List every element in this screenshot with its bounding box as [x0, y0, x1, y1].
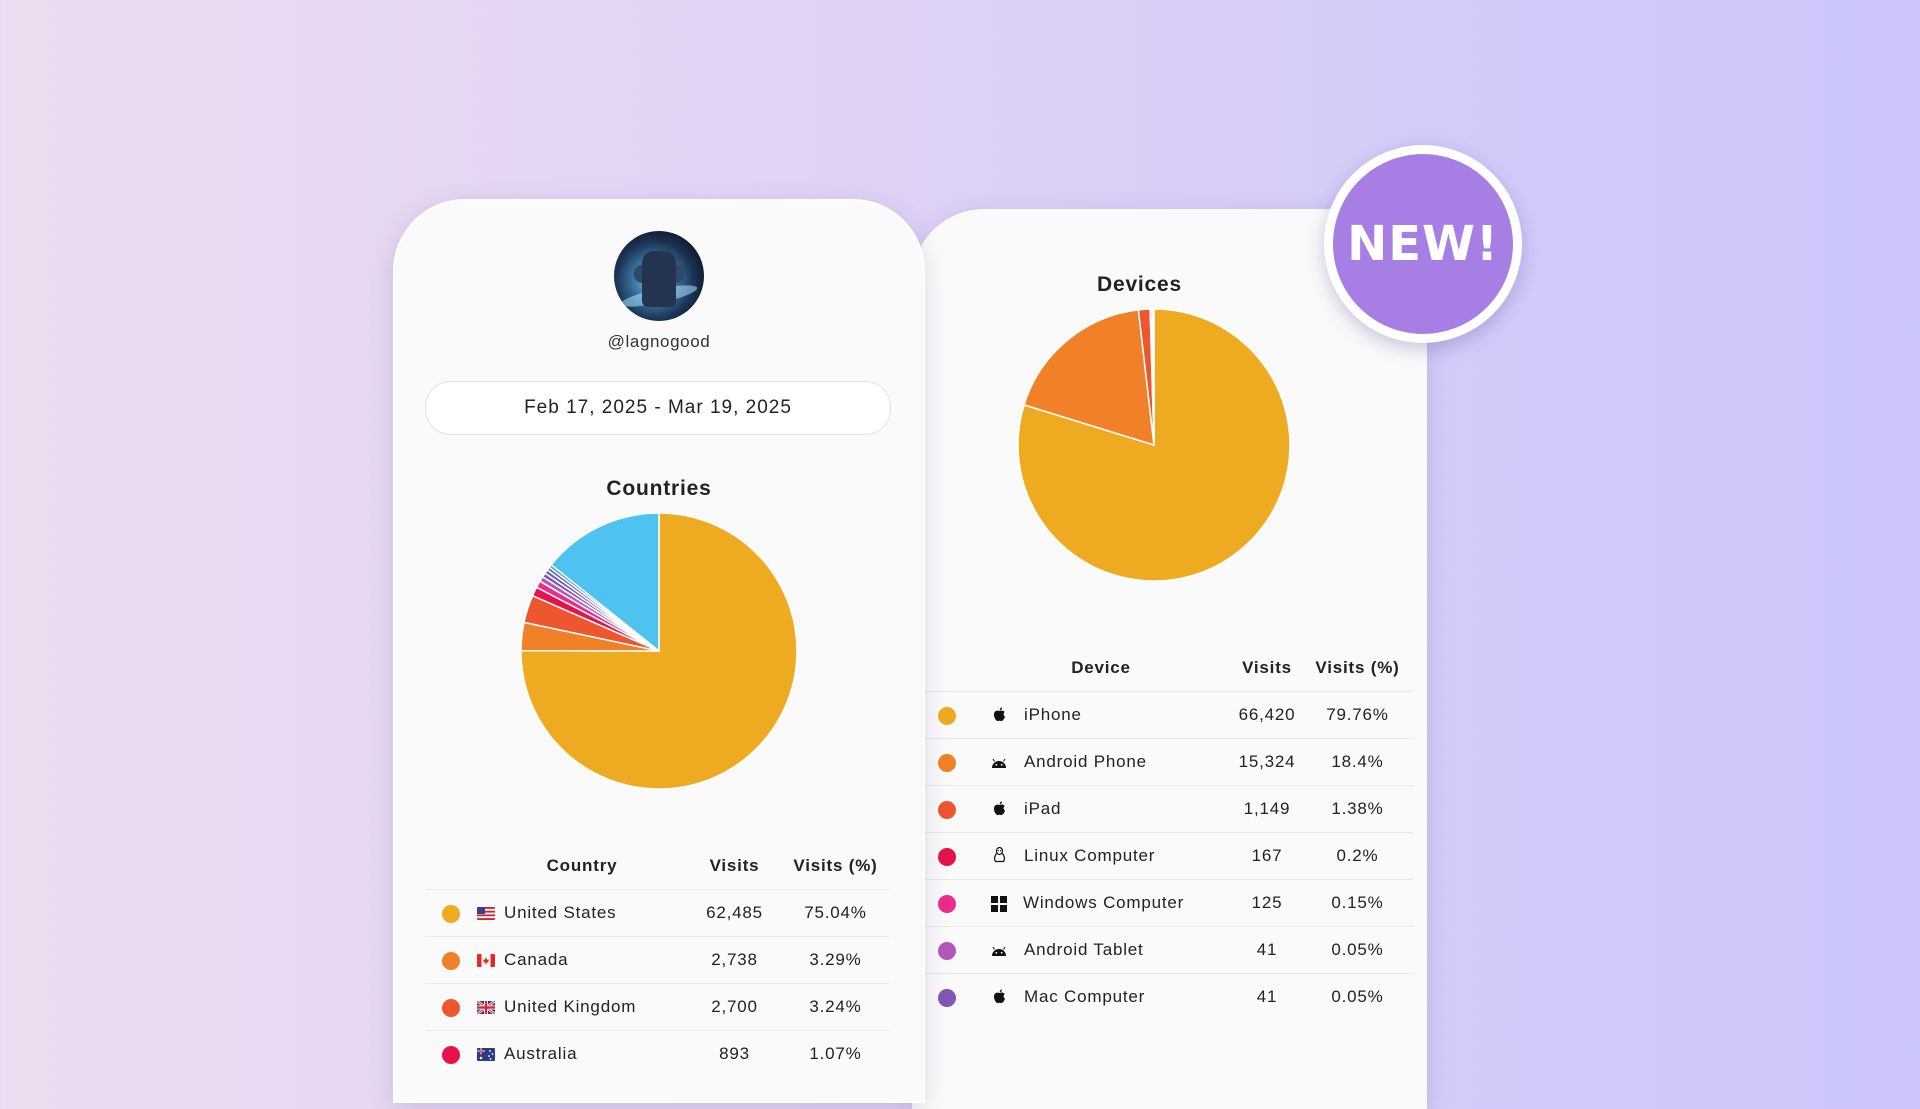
legend-dot: [442, 952, 460, 970]
visits-value: 125: [1232, 880, 1302, 927]
visits-value: 2,700: [687, 984, 782, 1031]
android-icon: [990, 755, 1008, 771]
visits-percent-value: 0.05%: [1302, 927, 1413, 974]
australia-flag-icon: [477, 1048, 495, 1061]
visits-value: 66,420: [1232, 692, 1302, 739]
legend-dot: [442, 905, 460, 923]
device-name: Android Tablet: [1024, 940, 1144, 959]
visits-column-header[interactable]: Visits: [1232, 645, 1302, 692]
country-name: Australia: [504, 1044, 577, 1063]
visits-percent-value: 3.29%: [782, 937, 889, 984]
legend-dot: [442, 1046, 460, 1064]
table-row[interactable]: Android Phone 15,324 18.4%: [924, 739, 1413, 786]
legend-dot: [938, 707, 956, 725]
uk-flag-icon: [477, 1001, 495, 1014]
country-column-header[interactable]: Country: [477, 843, 687, 890]
table-row[interactable]: Windows Computer 125 0.15%: [924, 880, 1413, 927]
country-name: United Kingdom: [504, 997, 636, 1016]
visits-value: 41: [1232, 974, 1302, 1021]
visits-percent-value: 0.2%: [1302, 833, 1413, 880]
countries-table: Country Visits Visits (%) United States …: [425, 843, 889, 1077]
table-row[interactable]: Australia 893 1.07%: [425, 1031, 889, 1078]
avatar[interactable]: [614, 231, 704, 321]
new-badge: NEW!: [1324, 145, 1522, 343]
countries-pie-chart: [519, 511, 799, 791]
devices-table: Device Visits Visits (%) iPhone 66,420 7…: [924, 645, 1413, 1020]
visits-percent-column-header[interactable]: Visits (%): [1302, 645, 1413, 692]
table-row[interactable]: United States 62,485 75.04%: [425, 890, 889, 937]
android-icon: [990, 943, 1008, 959]
canada-flag-icon: [477, 954, 495, 967]
visits-value: 1,149: [1232, 786, 1302, 833]
device-name: Android Phone: [1024, 752, 1147, 771]
legend-dot: [938, 801, 956, 819]
device-name: iPad: [1024, 799, 1061, 818]
visits-value: 62,485: [687, 890, 782, 937]
devices-pie-chart: [1016, 307, 1292, 583]
table-row[interactable]: Mac Computer 41 0.05%: [924, 974, 1413, 1021]
visits-percent-value: 18.4%: [1302, 739, 1413, 786]
device-name: Windows Computer: [1023, 893, 1184, 912]
device-name: iPhone: [1024, 705, 1082, 724]
visits-value: 41: [1232, 927, 1302, 974]
device-name: Linux Computer: [1024, 846, 1155, 865]
legend-dot: [938, 754, 956, 772]
countries-chart-title: Countries: [395, 477, 923, 501]
table-row[interactable]: United Kingdom 2,700 3.24%: [425, 984, 889, 1031]
apple-icon: [990, 989, 1008, 1007]
linux-icon: [990, 847, 1008, 866]
visits-percent-value: 0.15%: [1302, 880, 1413, 927]
visits-percent-column-header[interactable]: Visits (%): [782, 843, 889, 890]
device-name: Mac Computer: [1024, 987, 1145, 1006]
table-row[interactable]: iPad 1,149 1.38%: [924, 786, 1413, 833]
us-flag-icon: [477, 907, 495, 920]
visits-percent-value: 3.24%: [782, 984, 889, 1031]
legend-dot: [938, 848, 956, 866]
visits-value: 15,324: [1232, 739, 1302, 786]
devices-chart-title: Devices: [912, 273, 1367, 297]
visits-percent-value: 75.04%: [782, 890, 889, 937]
devices-card: Devices Device Visits Visits (%) iPhone …: [912, 209, 1427, 1109]
windows-icon: [991, 896, 1007, 912]
visits-value: 893: [687, 1031, 782, 1078]
table-row[interactable]: Linux Computer 167 0.2%: [924, 833, 1413, 880]
date-range-picker[interactable]: Feb 17, 2025 - Mar 19, 2025: [425, 381, 891, 435]
visits-percent-value: 79.76%: [1302, 692, 1413, 739]
device-column-header[interactable]: Device: [970, 645, 1232, 692]
table-row[interactable]: Android Tablet 41 0.05%: [924, 927, 1413, 974]
table-row[interactable]: iPhone 66,420 79.76%: [924, 692, 1413, 739]
visits-value: 2,738: [687, 937, 782, 984]
visits-percent-value: 0.05%: [1302, 974, 1413, 1021]
legend-dot: [938, 989, 956, 1007]
apple-icon: [990, 801, 1008, 819]
legend-dot: [938, 895, 956, 913]
table-row[interactable]: Canada 2,738 3.29%: [425, 937, 889, 984]
visits-percent-value: 1.38%: [1302, 786, 1413, 833]
visits-percent-value: 1.07%: [782, 1031, 889, 1078]
country-name: United States: [504, 903, 616, 922]
profile-handle: @lagnogood: [395, 332, 923, 352]
country-name: Canada: [504, 950, 568, 969]
apple-icon: [990, 707, 1008, 725]
visits-value: 167: [1232, 833, 1302, 880]
countries-card: @lagnogood Feb 17, 2025 - Mar 19, 2025 C…: [393, 199, 925, 1103]
visits-column-header[interactable]: Visits: [687, 843, 782, 890]
legend-dot: [938, 942, 956, 960]
legend-dot: [442, 999, 460, 1017]
